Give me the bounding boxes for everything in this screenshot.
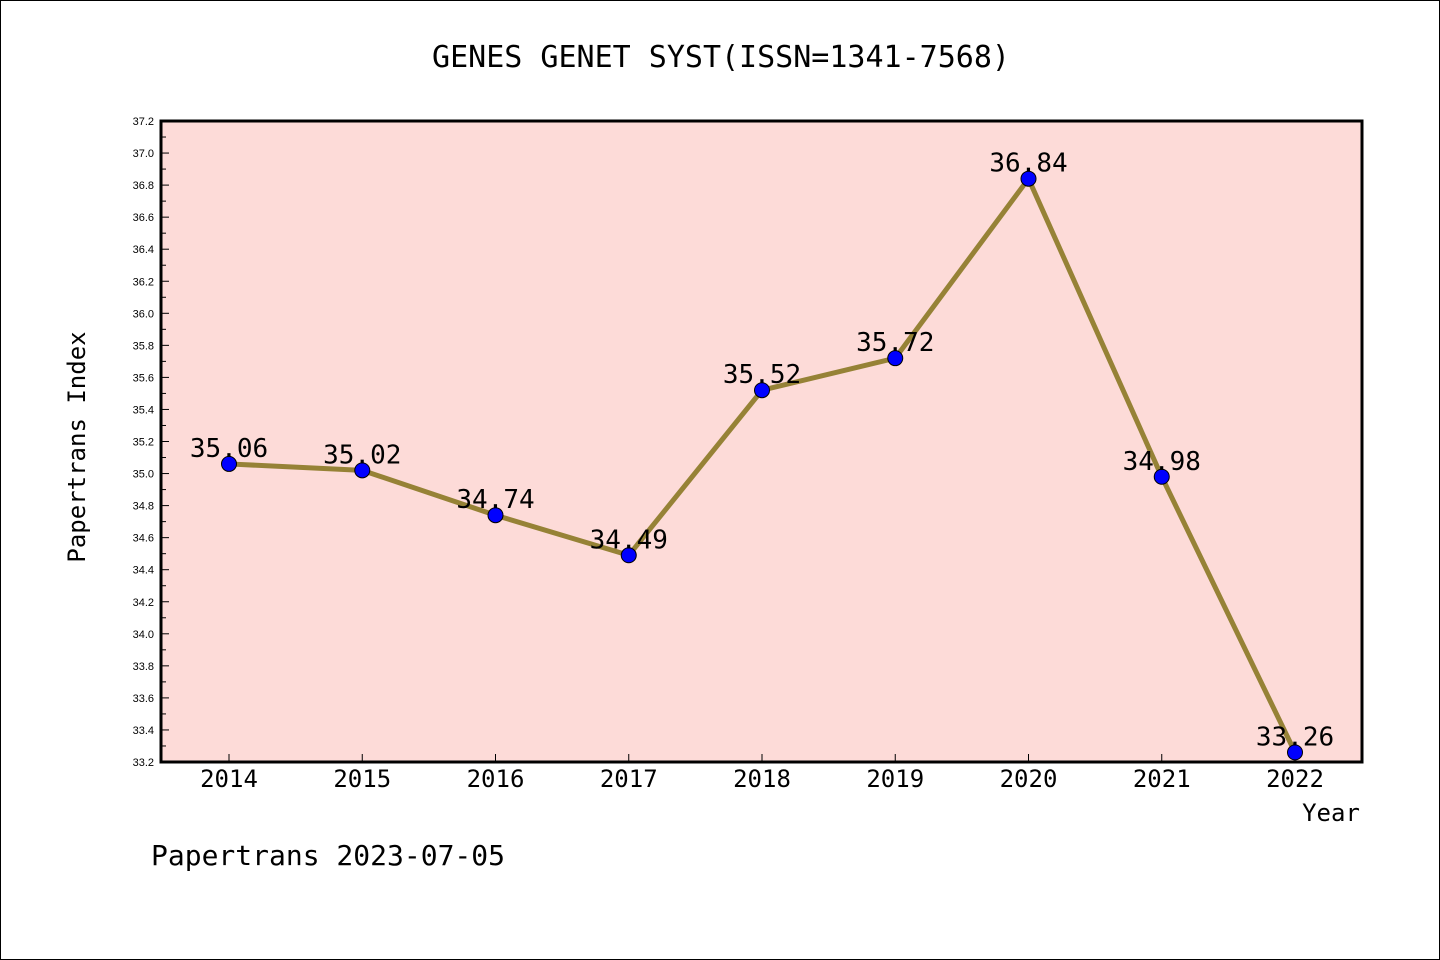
x-tick-label: 2015 — [333, 765, 391, 793]
data-point — [354, 462, 371, 479]
data-point — [754, 382, 770, 399]
data-point — [620, 547, 637, 564]
data-label: 35.02 — [323, 440, 401, 470]
x-axis: 2014 2015 2016 2017 2018 2019 2020 2021 2022 — [200, 754, 1324, 793]
y-tick-label: 36.8 — [133, 180, 154, 192]
data-label: 34.98 — [1123, 447, 1201, 477]
y-tick-label: 33.4 — [133, 725, 154, 737]
x-tick-label: 2018 — [733, 765, 791, 793]
data-point — [887, 350, 904, 367]
x-tick-label: 2016 — [467, 765, 525, 793]
y-tick-label: 36.4 — [133, 244, 154, 256]
y-tick-label: 36.2 — [133, 276, 154, 288]
series-markers — [221, 170, 1303, 761]
y-tick-label: 34.2 — [133, 597, 154, 609]
data-point — [1020, 170, 1037, 187]
y-tick-label: 34.6 — [133, 533, 154, 545]
y-tick-label: 33.8 — [133, 661, 154, 673]
y-tick-label: 33.6 — [133, 693, 154, 705]
data-point — [221, 455, 237, 472]
x-axis-title: Year — [1302, 799, 1360, 827]
chart-title: GENES GENET SYST(ISSN=1341-7568) — [432, 40, 1010, 75]
y-tick-label: 37.2 — [133, 116, 154, 128]
y-tick-label: 36.6 — [133, 212, 154, 224]
data-label: 34.49 — [590, 525, 668, 555]
x-tick-label: 2022 — [1266, 765, 1324, 793]
y-tick-label: 35.6 — [133, 372, 154, 384]
y-tick-label: 34.4 — [133, 565, 154, 577]
y-tick-label: 35.2 — [133, 437, 154, 449]
data-label: 35.52 — [723, 360, 801, 390]
y-tick-label: 34.0 — [133, 629, 154, 641]
x-tick-label: 2019 — [866, 765, 924, 793]
data-label: 36.84 — [989, 149, 1067, 179]
y-tick-label: 35.4 — [133, 404, 154, 416]
data-label: 34.74 — [456, 485, 534, 515]
x-tick-label: 2014 — [200, 765, 258, 793]
data-label: 33.26 — [1256, 722, 1334, 752]
data-point — [1287, 744, 1303, 761]
data-point — [487, 507, 504, 524]
data-label: 35.72 — [856, 328, 934, 358]
data-labels: 35.06 35.02 34.74 34.49 35.52 35.72 36.84 34.98… — [190, 149, 1334, 753]
y-axis-title: Papertrans Index — [63, 331, 91, 562]
y-tick-label: 33.2 — [133, 757, 154, 769]
y-tick-label: 36.0 — [133, 308, 154, 320]
footer-text: Papertrans 2023-07-05 — [151, 839, 505, 872]
y-tick-label: 35.0 — [133, 469, 154, 481]
y-axis: 33.2 33.4 33.6 33.8 34.0 34.2 34.4 34.6 34.8 35.0… — [133, 116, 169, 769]
x-tick-label: 2021 — [1133, 765, 1191, 793]
data-point — [1153, 468, 1170, 485]
y-tick-label: 34.8 — [133, 501, 154, 513]
y-tick-label: 35.8 — [133, 340, 154, 352]
plot-area — [159, 119, 1364, 764]
y-tick-label: 37.0 — [133, 148, 154, 160]
data-label: 35.06 — [190, 434, 268, 464]
x-tick-label: 2020 — [1000, 765, 1058, 793]
x-tick-label: 2017 — [600, 765, 658, 793]
